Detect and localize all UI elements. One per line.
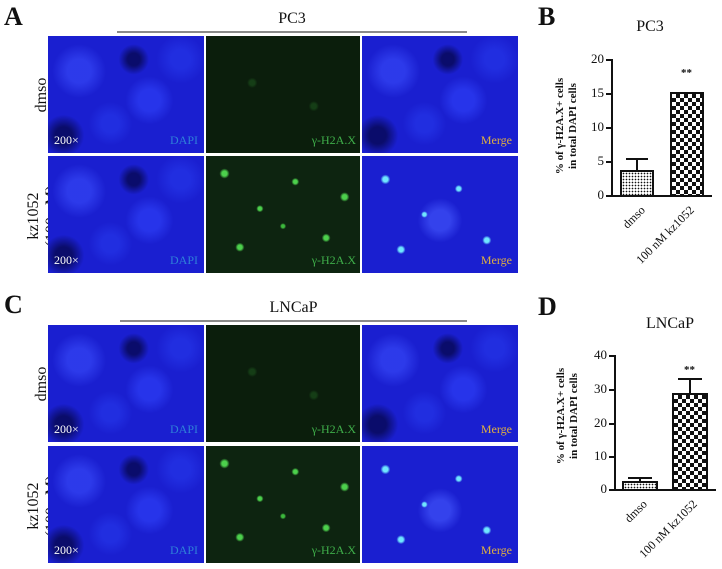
chart-b-bar-kz1052 [670,92,704,197]
chart-b-tick: 15 [591,85,604,100]
h2ax-label: γ-H2A.X [311,133,356,147]
dapi-label: DAPI [169,133,198,147]
panel-letter-b: B [538,2,556,31]
panel-letter-c: C [4,290,23,319]
panel-letter-d: D [538,292,557,321]
merge-label: Merge [480,253,512,267]
chart-d-bar-kz1052 [672,393,708,491]
chart-b-ylabel: % of γ-H2A.X+ cells in total DAPI cells [554,77,579,175]
chart-b-xlabel-dmso: dmso [619,203,648,232]
panel-c-cell-line: LNCaP [269,299,318,316]
panel-c-kz-h2ax-image: γ-H2A.X [206,446,360,563]
chart-d-errorbar-dmso [639,478,641,483]
dapi-label: DAPI [169,543,198,557]
magnification-label: 200× [54,253,79,267]
h2ax-label: γ-H2A.X [311,253,356,267]
chart-d-y-axis [614,355,616,491]
panel-a-dmso-h2ax-image: γ-H2A.X [206,36,360,153]
chart-d-tick: 0 [600,481,608,496]
h2ax-label: γ-H2A.X [311,543,356,557]
merge-label: Merge [480,543,512,557]
chart-b-bar-dmso [620,170,654,197]
dapi-label: DAPI [169,422,198,436]
chart-b-title: PC3 [636,18,664,35]
chart-d-tick: 10 [594,448,607,463]
chart-d-ylabel: % of γ-H2A.X+ cells in total DAPI cells [555,367,580,465]
panel-a-dmso-dapi-image: 200× DAPI [48,36,204,153]
panel-a-kz-merge-image: Merge [362,156,518,273]
panel-a-kz-h2ax-image: γ-H2A.X [206,156,360,273]
magnification-label: 200× [54,133,79,147]
panel-a-cell-line: PC3 [278,10,306,27]
merge-label: Merge [480,422,512,436]
panel-c-kz-dapi-image: 200× DAPI [48,446,204,563]
merge-label: Merge [480,133,512,147]
panel-a-bracket [117,31,467,33]
panel-c-dmso-h2ax-image: γ-H2A.X [206,325,360,442]
chart-b-tick: 5 [597,153,605,168]
chart-d-significance: ** [684,364,695,376]
chart-b-x-axis [611,195,712,197]
chart-b-significance: ** [681,67,692,79]
chart-d-tick: 40 [594,347,607,362]
chart-b-tick: 10 [591,119,604,134]
panel-c-kz-merge-image: Merge [362,446,518,563]
chart-b-tick: 0 [597,187,605,202]
magnification-label: 200× [54,422,79,436]
chart-d-tick: 20 [594,415,607,430]
chart-b-tick: 20 [591,51,604,66]
panel-letter-a: A [4,2,23,31]
panel-c-dmso-merge-image: Merge [362,325,518,442]
panel-c-dmso-dapi-image: 200× DAPI [48,325,204,442]
chart-b-y-axis [611,59,613,197]
magnification-label: 200× [54,543,79,557]
chart-d-title: LNCaP [646,315,694,332]
panel-a-dmso-merge-image: Merge [362,36,518,153]
chart-d-bar-dmso [622,481,658,491]
panel-c-bracket [120,320,467,322]
chart-b-errorbar-dmso [636,159,638,171]
panel-a-kz-dapi-image: 200× DAPI [48,156,204,273]
h2ax-label: γ-H2A.X [311,422,356,436]
chart-d-xlabel-dmso: dmso [621,497,650,526]
chart-d-errorbar-kz [689,379,691,395]
dapi-label: DAPI [169,253,198,267]
chart-d-x-axis [614,489,716,491]
chart-d-tick: 30 [594,381,607,396]
